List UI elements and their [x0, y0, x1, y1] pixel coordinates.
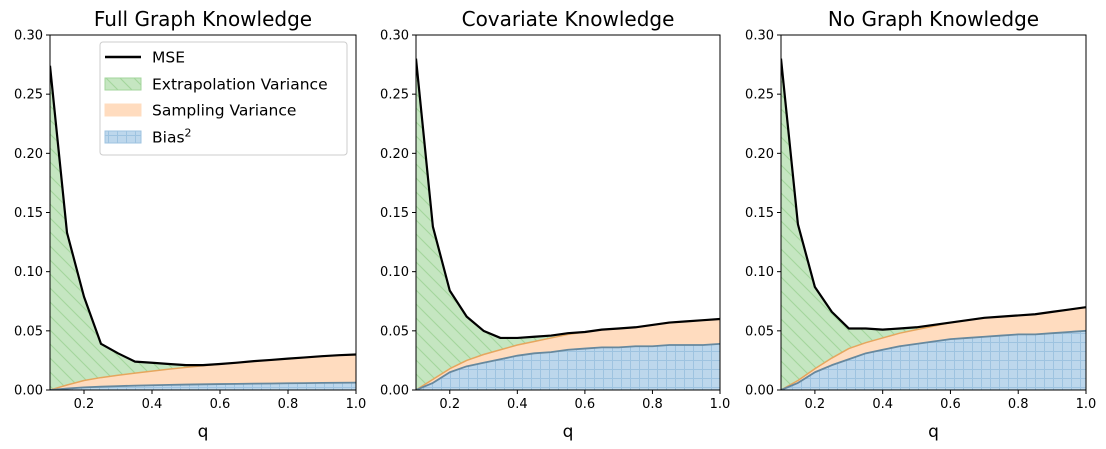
y-tick-label: 0.15 [14, 206, 43, 221]
y-tick-label: 0.05 [14, 324, 43, 339]
y-tick-label: 0.00 [14, 384, 43, 399]
y-tick-label: 0.30 [14, 29, 43, 44]
bias-squared-area [50, 382, 356, 390]
sampling-variance-area [416, 319, 720, 390]
y-tick-label: 0.10 [14, 265, 43, 280]
legend-label: MSE [152, 49, 185, 67]
panels: 0.2 0.4 0.6 0.8 1.0 0.00 0.05 0.10 0.15 0.20 0.25 0… [14, 7, 1096, 442]
x-tick-label: 0.6 [575, 397, 596, 412]
mse-line [781, 58, 1086, 331]
legend-item-MSE: MSE [105, 49, 185, 67]
panel-title: Covariate Knowledge [462, 7, 675, 31]
extrapolation-variance-area [50, 65, 356, 390]
legend-label: Sampling Variance [152, 102, 296, 120]
legend-swatch-bias [104, 130, 142, 144]
y-tick-label: 0.05 [745, 324, 774, 339]
bias-squared-edge [50, 381, 356, 390]
legend-item-sampling: Sampling Variance [104, 102, 296, 120]
y-tick-label: 0.25 [745, 88, 774, 103]
panel-3: 0.2 0.4 0.6 0.8 1.0 0.00 0.05 0.10 0.15 0.20 0.25 0… [745, 7, 1096, 442]
x-tick-label: 0.4 [872, 397, 893, 412]
legend-swatch-extrapolation [104, 77, 142, 91]
x-tick-label: 0.8 [278, 397, 299, 412]
x-axis-label: q [928, 422, 939, 442]
panel-2: 0.2 0.4 0.6 0.8 1.0 0.00 0.05 0.10 0.15 0.20 0.25 0… [380, 7, 730, 442]
y-tick-label: 0.20 [14, 147, 43, 162]
y-tick-label: 0.25 [14, 88, 43, 103]
panel-1: 0.2 0.4 0.6 0.8 1.0 0.00 0.05 0.10 0.15 0.20 0.25 0… [14, 7, 366, 442]
legend-label: Bias2 [152, 127, 192, 147]
x-tick-label: 1.0 [710, 397, 731, 412]
y-tick-label: 0.25 [380, 88, 409, 103]
x-tick-label: 0.2 [805, 397, 826, 412]
sampling-variance-area [50, 354, 356, 390]
x-tick-label: 0.4 [142, 397, 163, 412]
x-tick-label: 1.0 [346, 397, 367, 412]
x-axis-label: q [198, 422, 209, 442]
x-tick-label: 0.2 [74, 397, 95, 412]
legend-superscript: 2 [185, 127, 192, 140]
y-tick-label: 0.10 [380, 265, 409, 280]
y-tick-label: 0.00 [380, 384, 409, 399]
extrapolation-variance-area [416, 58, 720, 390]
panel-title: No Graph Knowledge [828, 7, 1039, 31]
x-tick-label: 0.6 [940, 397, 961, 412]
x-tick-label: 1.0 [1076, 397, 1097, 412]
bias-squared-edge [416, 342, 720, 390]
panel-title: Full Graph Knowledge [94, 7, 312, 31]
plot-area [50, 65, 356, 390]
x-tick-label: 0.8 [642, 397, 663, 412]
sampling-variance-area [781, 307, 1086, 390]
y-tick-label: 0.05 [380, 324, 409, 339]
legend-box [99, 41, 348, 156]
y-tick-label: 0.15 [745, 206, 774, 221]
x-tick-label: 0.6 [210, 397, 231, 412]
legend-label: Extrapolation Variance [152, 76, 328, 94]
bias-squared-area [416, 343, 720, 390]
legend-swatch-sampling [104, 103, 142, 117]
mse-line [416, 58, 720, 340]
y-tick-label: 0.20 [380, 147, 409, 162]
mse-line [50, 65, 356, 367]
y-tick-label: 0.00 [745, 384, 774, 399]
y-tick-label: 0.30 [380, 29, 409, 44]
plot-area [416, 58, 720, 390]
extrapolation-variance-area [781, 58, 1086, 390]
x-axis-label: q [563, 422, 574, 442]
y-tick-label: 0.10 [745, 265, 774, 280]
legend-item-bias: Bias2 [104, 127, 192, 147]
x-tick-label: 0.2 [439, 397, 460, 412]
y-tick-label: 0.15 [380, 206, 409, 221]
bias-squared-edge [781, 329, 1086, 390]
x-tick-label: 0.8 [1008, 397, 1029, 412]
legend: MSE Extrapolation Variance Sampling Varian… [99, 41, 348, 156]
y-tick-label: 0.20 [745, 147, 774, 162]
bias-squared-area [781, 330, 1086, 390]
legend-item-extrapolation: Extrapolation Variance [104, 76, 328, 94]
y-tick-label: 0.30 [745, 29, 774, 44]
plot-area [781, 58, 1086, 390]
x-tick-label: 0.4 [507, 397, 528, 412]
